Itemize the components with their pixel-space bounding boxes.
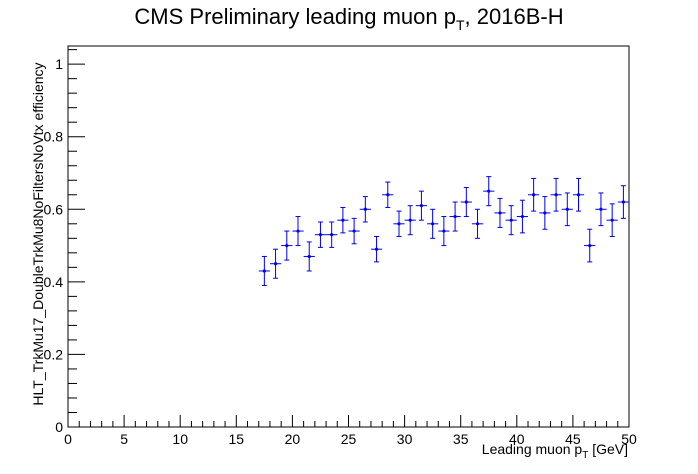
x-tick-label: 15 [229, 431, 245, 447]
data-point [483, 177, 494, 206]
data-marker [274, 262, 277, 265]
y-tick-label: 0.4 [44, 274, 64, 290]
x-axis-label: Leading muon pT [GeV] [482, 441, 628, 461]
x-tick-label: 10 [172, 431, 188, 447]
data-marker [364, 208, 367, 211]
x-tick-label: 0 [64, 431, 72, 447]
data-marker [397, 222, 400, 225]
data-marker [599, 208, 602, 211]
data-marker [330, 233, 333, 236]
data-point [416, 191, 427, 220]
data-marker [341, 219, 344, 222]
data-marker [319, 233, 322, 236]
y-axis-label: HLT_TrkMu17_DoubleTrkMu8NoFiltersNoVtx e… [30, 62, 46, 405]
plot-frame [68, 46, 629, 427]
y-tick-label: 0.6 [44, 201, 64, 217]
data-point [573, 178, 584, 211]
x-tick-label: 5 [120, 431, 128, 447]
data-marker [263, 269, 266, 272]
data-marker [431, 222, 434, 225]
data-point [427, 209, 438, 238]
data-marker [453, 215, 456, 218]
y-tick-label: 1 [55, 56, 63, 72]
data-point [292, 217, 303, 246]
data-point [517, 200, 528, 233]
data-marker [554, 193, 557, 196]
data-point [461, 188, 472, 217]
data-point [405, 206, 416, 235]
data-point [539, 197, 550, 230]
plot-border [68, 46, 629, 427]
data-point [382, 182, 393, 207]
y-axis: 0 0.2 0.4 0.6 0.8 1 [44, 50, 85, 435]
data-marker [588, 244, 591, 247]
data-point [259, 256, 270, 285]
data-marker [353, 229, 356, 232]
y-tick-label: 0.2 [44, 346, 64, 362]
data-marker [442, 229, 445, 232]
data-marker [532, 193, 535, 196]
data-marker [285, 244, 288, 247]
data-marker [296, 229, 299, 232]
data-point [281, 231, 292, 260]
data-marker [622, 200, 625, 203]
data-point [349, 218, 360, 243]
data-marker [611, 219, 614, 222]
data-point [371, 237, 382, 262]
data-point [304, 242, 315, 271]
data-series [259, 177, 629, 286]
data-point [326, 222, 337, 247]
data-point [472, 209, 483, 238]
data-marker [498, 211, 501, 214]
x-tick-label: 20 [285, 431, 301, 447]
data-point [270, 249, 281, 278]
data-point [550, 178, 561, 211]
data-point [618, 186, 629, 219]
data-marker [510, 219, 513, 222]
data-marker [476, 222, 479, 225]
data-point [315, 222, 326, 247]
data-marker [487, 190, 490, 193]
x-axis-label-suffix: [GeV] [588, 441, 628, 457]
data-point [393, 211, 404, 236]
data-marker [409, 219, 412, 222]
x-tick-label: 25 [341, 431, 357, 447]
data-marker [386, 193, 389, 196]
data-point [337, 207, 348, 232]
x-tick-label: 30 [397, 431, 413, 447]
data-point [528, 178, 539, 211]
data-point [494, 198, 505, 227]
x-axis-label-text: Leading muon p [482, 441, 582, 457]
data-point [506, 206, 517, 235]
data-point [438, 217, 449, 246]
data-marker [420, 204, 423, 207]
data-point [449, 202, 460, 231]
data-marker [521, 215, 524, 218]
y-tick-label: 0.8 [44, 129, 64, 145]
data-point [360, 197, 371, 222]
data-marker [375, 248, 378, 251]
data-marker [308, 255, 311, 258]
x-tick-label: 35 [453, 431, 469, 447]
data-point [607, 204, 618, 237]
data-marker [566, 208, 569, 211]
data-marker [543, 211, 546, 214]
data-point [562, 193, 573, 226]
data-marker [577, 193, 580, 196]
data-point [595, 193, 606, 226]
y-tick-label: 0 [55, 419, 63, 435]
data-point [584, 229, 595, 262]
data-marker [465, 200, 468, 203]
